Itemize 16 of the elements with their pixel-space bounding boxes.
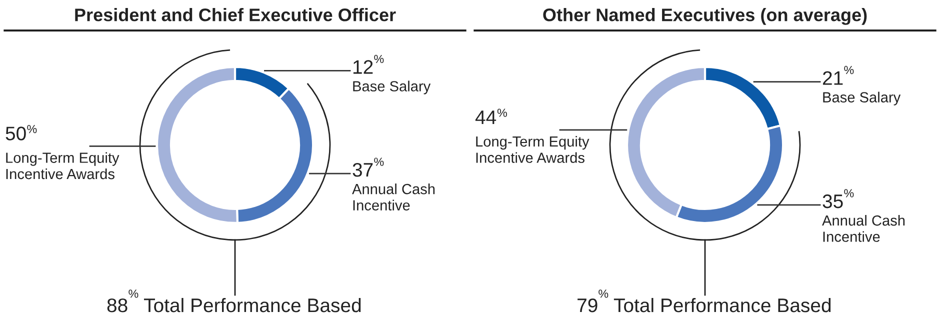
slice-label: Base Salary [353, 80, 431, 94]
slice-label: Base Salary [823, 92, 901, 106]
chart-title: Other Named Executives (on average) [543, 8, 867, 25]
slice-label: Long-Term Equity Incentive Awards [6, 152, 120, 180]
slice-label: Annual Cash Incentive [352, 184, 435, 210]
data-label: 37% [352, 158, 384, 177]
data-label: 21% [822, 66, 854, 85]
slice-label: Long-Term Equity Incentive Awards [476, 136, 590, 163]
text: 88% Total Performance Based [107, 290, 361, 312]
slice-label: Annual Cash Incentive [822, 214, 905, 242]
data-label: 44% [475, 108, 507, 124]
data-label: 12% [353, 54, 384, 74]
chart-title: President and Chief Executive Officer [75, 8, 396, 22]
text: 79% Total Performance Based [578, 290, 831, 312]
data-label: 50% [6, 124, 37, 140]
data-label: 35% [822, 189, 854, 208]
